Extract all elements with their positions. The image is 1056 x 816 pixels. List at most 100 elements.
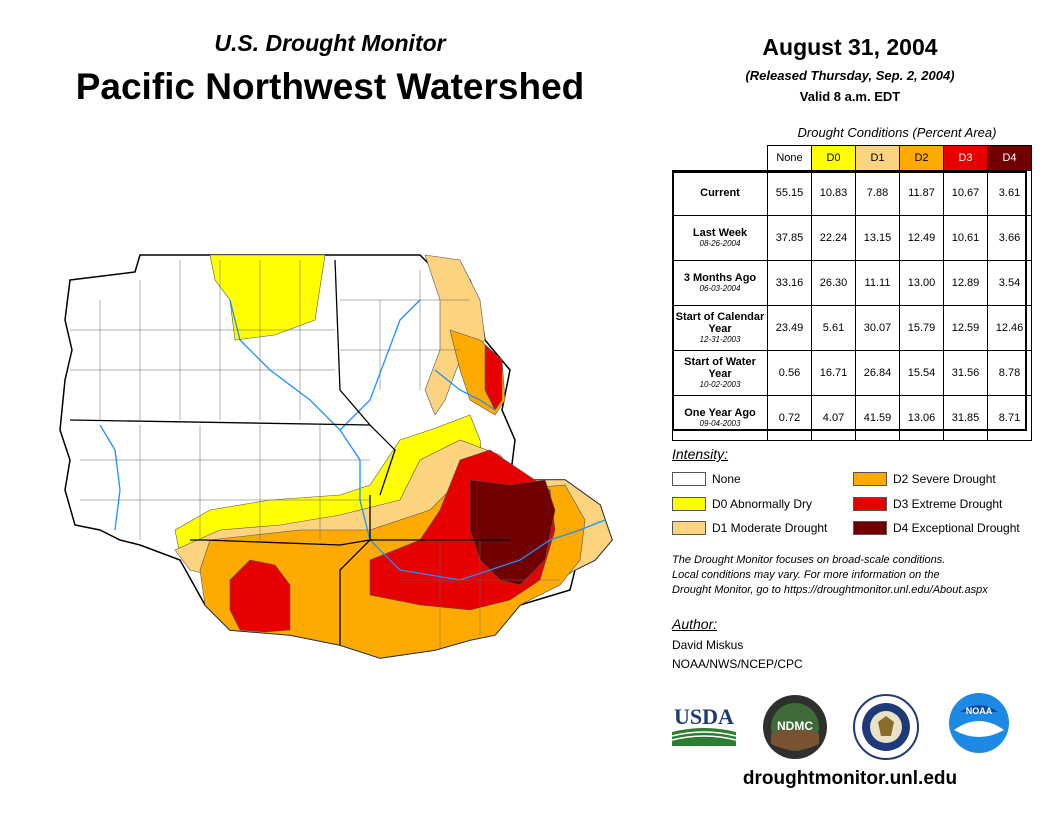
- author-heading: Author:: [672, 616, 718, 632]
- map-subtitle: U.S. Drought Monitor: [214, 30, 446, 56]
- table-cell: 8.71: [987, 395, 1032, 441]
- table-cell: 3.61: [987, 170, 1032, 216]
- table-cell: 30.07: [855, 305, 900, 351]
- table-cell: 12.89: [943, 260, 988, 306]
- table-row: Start of Calendar Year 12-31-2003 23.49 5…: [672, 305, 1032, 351]
- river: [229, 299, 606, 581]
- svg-text:USDA: USDA: [674, 704, 734, 729]
- drought-map: [59, 254, 613, 659]
- table-cell: 10.67: [943, 170, 988, 216]
- table-cell: 13.15: [855, 215, 900, 261]
- row-label: 3 Months Ago 06-03-2004: [672, 260, 768, 306]
- author-name: David Miskus: [672, 638, 744, 652]
- table-row: 3 Months Ago 06-03-2004 33.16 26.30 11.11…: [672, 260, 1032, 306]
- table-row: One Year Ago 09-04-2003 0.72 4.07 41.59 1…: [672, 395, 1032, 441]
- col-d4: D4: [987, 145, 1032, 171]
- author-org: NOAA/NWS/NCEP/CPC: [672, 657, 803, 671]
- county-lines: [70, 260, 560, 650]
- river: [434, 369, 496, 411]
- table-cell: 26.84: [855, 350, 900, 396]
- river: [99, 424, 121, 531]
- noaa-logo: NOAA: [949, 693, 1009, 753]
- map-date: August 31, 2004: [762, 34, 938, 60]
- legend-swatch: [672, 521, 706, 535]
- col-none: None: [767, 145, 812, 171]
- col-d3: D3: [943, 145, 988, 171]
- table-cell: 13.06: [899, 395, 944, 441]
- d4-area: [469, 479, 556, 586]
- table-row: Start of Water Year 10-02-2003 0.56 16.71…: [672, 350, 1032, 396]
- table-cell: 4.07: [811, 395, 856, 441]
- legend-label: D0 Abnormally Dry: [712, 497, 813, 511]
- table-cell: 13.00: [899, 260, 944, 306]
- disclaimer-note: The Drought Monitor focuses on broad-sca…: [672, 554, 988, 596]
- state-border: [190, 539, 372, 645]
- svg-text:NOAA: NOAA: [966, 706, 993, 716]
- row-label: Last Week 08-26-2004: [672, 215, 768, 261]
- col-d2: D2: [899, 145, 944, 171]
- legend-swatch: [853, 497, 887, 511]
- row-label: Start of Water Year 10-02-2003: [672, 350, 768, 396]
- table-cell: 10.83: [811, 170, 856, 216]
- col-d0: D0: [811, 145, 856, 171]
- table-cell: 0.72: [767, 395, 812, 441]
- conditions-title: Drought Conditions (Percent Area): [797, 125, 997, 140]
- legend-label: D4 Exceptional Drought: [893, 521, 1020, 535]
- table-cell: 5.61: [811, 305, 856, 351]
- table-cell: 37.85: [767, 215, 812, 261]
- table-cell: 7.88: [855, 170, 900, 216]
- legend-label: D3 Extreme Drought: [893, 497, 1003, 511]
- legend-swatch: [672, 497, 706, 511]
- table-cell: 31.56: [943, 350, 988, 396]
- table-cell: 3.54: [987, 260, 1032, 306]
- table-cell: 16.71: [811, 350, 856, 396]
- table-cell: 0.56: [767, 350, 812, 396]
- row-label: Start of Calendar Year 12-31-2003: [672, 305, 768, 351]
- d3-area: [484, 344, 503, 411]
- table-cell: 33.16: [767, 260, 812, 306]
- d0-area: [209, 254, 326, 341]
- d3-area: [229, 559, 291, 633]
- website-url[interactable]: droughtmonitor.unl.edu: [742, 768, 958, 789]
- legend-swatch: [853, 521, 887, 535]
- row-label: One Year Ago 09-04-2003: [672, 395, 768, 441]
- table-cell: 23.49: [767, 305, 812, 351]
- table-cell: 26.30: [811, 260, 856, 306]
- legend-label: D2 Severe Drought: [893, 472, 996, 486]
- legend-item-d3: D3 Extreme Drought: [853, 497, 1002, 511]
- legend-swatch: [853, 472, 887, 486]
- table-cell: 10.61: [943, 215, 988, 261]
- svg-text:NDMC: NDMC: [777, 719, 813, 733]
- state-border: [334, 259, 371, 426]
- river: [339, 299, 421, 431]
- legend-item-d4: D4 Exceptional Drought: [853, 521, 1020, 535]
- table-row: Last Week 08-26-2004 37.85 22.24 13.15 12…: [672, 215, 1032, 261]
- table-cell: 3.66: [987, 215, 1032, 261]
- legend-label: D1 Moderate Drought: [712, 521, 828, 535]
- table-cell: 11.11: [855, 260, 900, 306]
- state-border: [369, 495, 510, 541]
- valid-time: Valid 8 a.m. EDT: [799, 89, 901, 104]
- legend-item-d1: D1 Moderate Drought: [672, 521, 827, 535]
- legend-item-d2: D2 Severe Drought: [853, 472, 996, 486]
- row-label: Current: [672, 170, 768, 216]
- legend-label: None: [712, 472, 741, 486]
- state-border: [69, 419, 396, 496]
- table-cell: 22.24: [811, 215, 856, 261]
- usda-logo: USDA: [671, 704, 737, 746]
- table-cell: 15.54: [899, 350, 944, 396]
- map-title: Pacific Northwest Watershed: [75, 66, 585, 107]
- release-date: (Released Thursday, Sep. 2, 2004): [745, 68, 955, 83]
- legend-item-d0: D0 Abnormally Dry: [672, 497, 812, 511]
- legend-heading: Intensity:: [672, 446, 729, 462]
- ndmc-logo: NDMC: [763, 695, 827, 759]
- table-header-row: None D0 D1 D2 D3 D4: [673, 145, 1032, 171]
- table-cell: 8.78: [987, 350, 1032, 396]
- table-cell: 11.87: [899, 170, 944, 216]
- table-cell: 15.79: [899, 305, 944, 351]
- conditions-table: None D0 D1 D2 D3 D4 Current 55.15 10.83 …: [672, 145, 1032, 441]
- table-cell: 31.85: [943, 395, 988, 441]
- commerce-seal-logo: [853, 694, 919, 760]
- table-cell: 12.59: [943, 305, 988, 351]
- table-cell: 41.59: [855, 395, 900, 441]
